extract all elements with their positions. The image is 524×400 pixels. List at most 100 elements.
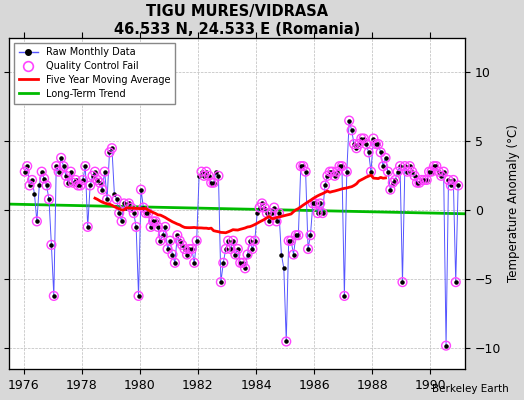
Point — [168, 251, 177, 258]
Point — [176, 238, 184, 244]
Point — [47, 242, 56, 248]
Point — [265, 218, 274, 224]
Point — [141, 210, 150, 216]
Point — [452, 279, 460, 285]
Point — [406, 163, 414, 169]
Point — [299, 163, 308, 169]
Point — [91, 168, 99, 175]
Point — [83, 224, 92, 230]
Point — [79, 177, 87, 183]
Point — [89, 173, 97, 179]
Point — [413, 180, 421, 186]
Point — [294, 232, 302, 238]
Point — [166, 238, 174, 244]
Point — [413, 180, 421, 186]
Text: Berkeley Earth: Berkeley Earth — [432, 384, 508, 394]
Point — [108, 145, 116, 151]
Point — [105, 149, 114, 156]
Point — [81, 163, 90, 169]
Point — [200, 173, 208, 179]
Point — [374, 141, 383, 147]
Point — [309, 200, 317, 207]
Point — [319, 210, 327, 216]
Point — [229, 238, 237, 244]
Point — [132, 224, 140, 230]
Point — [77, 182, 85, 189]
Point — [137, 186, 145, 193]
Point — [323, 173, 332, 179]
Point — [120, 200, 128, 207]
Point — [156, 238, 165, 244]
Point — [59, 163, 68, 169]
Point — [263, 210, 271, 216]
Point — [328, 168, 336, 175]
Point — [113, 196, 121, 202]
Point — [403, 168, 411, 175]
Point — [289, 251, 298, 258]
Point — [149, 218, 157, 224]
Point — [166, 238, 174, 244]
Point — [357, 135, 366, 142]
Point — [117, 218, 126, 224]
Point — [420, 177, 429, 183]
Point — [430, 163, 438, 169]
Point — [42, 182, 51, 189]
Point — [434, 168, 443, 175]
Point — [255, 204, 264, 211]
Point — [219, 260, 227, 266]
Point — [110, 190, 118, 197]
Point — [292, 232, 300, 238]
Point — [265, 218, 274, 224]
Point — [422, 177, 431, 183]
Point — [306, 232, 314, 238]
Point — [425, 168, 433, 175]
Point — [325, 168, 334, 175]
Point — [331, 173, 339, 179]
Point — [328, 168, 336, 175]
Point — [93, 177, 102, 183]
Point — [246, 238, 254, 244]
Point — [134, 293, 143, 299]
Point — [248, 246, 257, 252]
Point — [258, 200, 266, 207]
Point — [171, 260, 179, 266]
Point — [219, 260, 227, 266]
Point — [105, 149, 114, 156]
Point — [410, 173, 419, 179]
Point — [369, 135, 378, 142]
Point — [398, 279, 407, 285]
Point — [350, 141, 358, 147]
Point — [386, 186, 395, 193]
Point — [190, 260, 199, 266]
Point — [229, 238, 237, 244]
Point — [38, 168, 46, 175]
Point — [428, 168, 436, 175]
Point — [25, 182, 34, 189]
Point — [268, 210, 276, 216]
Point — [113, 196, 121, 202]
Point — [226, 246, 235, 252]
Point — [198, 168, 206, 175]
Point — [185, 246, 193, 252]
Point — [403, 168, 411, 175]
Point — [79, 177, 87, 183]
Point — [319, 210, 327, 216]
Point — [306, 232, 314, 238]
Point — [268, 210, 276, 216]
Point — [30, 190, 39, 197]
Point — [444, 177, 453, 183]
Point — [325, 168, 334, 175]
Point — [52, 163, 60, 169]
Point — [355, 141, 363, 147]
Point — [241, 265, 249, 272]
Point — [156, 238, 165, 244]
Point — [204, 173, 213, 179]
Point — [258, 200, 266, 207]
Point — [234, 246, 242, 252]
Point — [180, 246, 189, 252]
Point — [101, 168, 109, 175]
Point — [74, 182, 82, 189]
Point — [377, 149, 385, 156]
Point — [108, 145, 116, 151]
Point — [163, 246, 172, 252]
